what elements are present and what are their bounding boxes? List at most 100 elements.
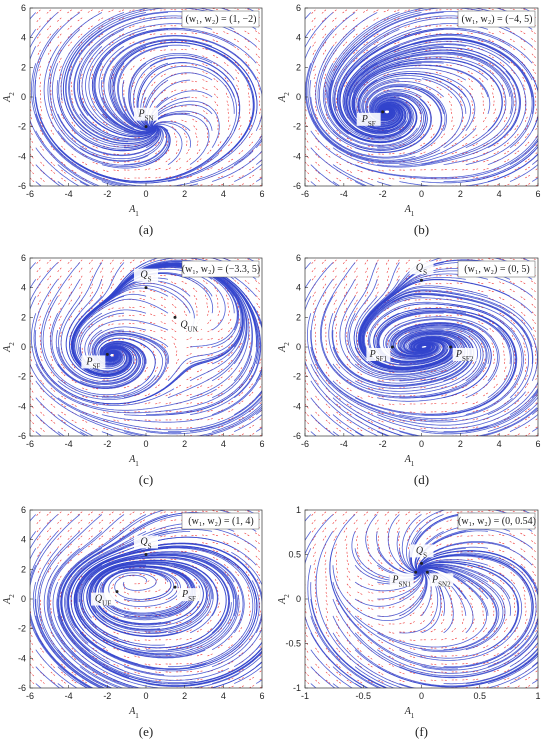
quiver-arrow	[165, 140, 169, 147]
quiver-arrow	[480, 602, 484, 609]
quiver-arrow	[357, 153, 364, 157]
quiver-arrow	[388, 371, 396, 374]
streamline	[148, 547, 254, 668]
quiver-arrow	[107, 9, 114, 13]
quiver-arrow	[493, 142, 500, 147]
quiver-arrow	[138, 305, 145, 309]
quiver-arrow	[472, 168, 480, 171]
quiver-arrow	[37, 559, 41, 565]
x-tick-label: 4	[221, 189, 226, 199]
quiver-arrow	[148, 511, 156, 515]
quiver-arrow	[409, 419, 417, 422]
streamline	[46, 547, 133, 688]
quiver-arrow	[423, 25, 431, 28]
quiver-arrow	[325, 387, 331, 393]
quiver-arrow	[123, 394, 131, 397]
quiver-arrow	[228, 116, 230, 122]
quiver-arrow	[388, 655, 395, 660]
quiver-arrow	[59, 73, 62, 80]
point-label-sub: S	[423, 268, 427, 276]
quiver-arrow	[511, 586, 515, 593]
quiver-arrow	[362, 9, 369, 14]
quiver-arrow	[50, 663, 56, 669]
y-tick-label: 6	[21, 253, 26, 263]
quiver-arrow	[92, 411, 100, 415]
quiver-arrow	[483, 636, 489, 641]
point-label-main: Q	[416, 262, 424, 273]
quiver-arrow	[132, 81, 135, 88]
quiver-arrow	[193, 294, 198, 300]
quiver-arrow	[30, 177, 35, 183]
quiver-arrow	[129, 267, 135, 272]
quiver-arrow	[451, 142, 458, 147]
streamline	[332, 330, 472, 387]
quiver-arrow	[357, 169, 364, 173]
quiver-arrow	[148, 313, 156, 317]
quiver-arrow	[325, 435, 327, 436]
streamline	[369, 303, 511, 366]
point-label: QUF	[95, 594, 111, 608]
quiver-arrow	[450, 108, 453, 114]
streamline	[495, 8, 511, 13]
quiver-arrow	[179, 112, 187, 115]
quiver-arrow	[392, 9, 400, 13]
quiver-arrow	[462, 679, 470, 681]
quiver-arrow	[61, 395, 67, 400]
quiver-arrow	[325, 631, 329, 637]
quiver-arrow	[179, 40, 187, 43]
quiver-arrow	[186, 629, 193, 633]
quiver-arrow	[228, 166, 235, 171]
quiver-arrow	[444, 298, 452, 301]
quiver-arrow	[465, 32, 473, 35]
quiver-arrow	[468, 587, 473, 593]
quiver-arrow	[467, 580, 473, 585]
streamline	[386, 319, 498, 382]
quiver-arrow	[36, 543, 41, 549]
quiver-arrow	[430, 124, 434, 131]
streamline	[377, 566, 500, 651]
quiver-arrow	[357, 615, 363, 621]
quiver-arrow	[424, 511, 431, 515]
quiver-arrow	[30, 153, 34, 159]
quiver-arrow	[482, 108, 486, 114]
quiver-arrow	[483, 627, 488, 633]
quiver-arrow	[127, 559, 135, 562]
y-axis-label-sub: 2	[283, 92, 291, 96]
y-tick-label: 4	[21, 33, 26, 43]
quiver-arrow	[30, 145, 34, 151]
quiver-arrow	[492, 92, 495, 98]
quiver-arrow	[346, 339, 348, 346]
streamline	[377, 431, 390, 436]
quiver-arrow	[430, 378, 438, 381]
quiver-arrow	[451, 618, 455, 625]
quiver-arrow	[40, 623, 43, 630]
panel-label: (a)	[139, 222, 153, 237]
quiver-arrow	[311, 519, 316, 525]
x-axis-label: A1	[404, 204, 415, 218]
quiver-arrow	[357, 655, 363, 661]
quiver-arrow	[511, 334, 515, 341]
y-tick-label: 4	[21, 535, 26, 545]
streamline	[30, 12, 59, 49]
quiver-arrow	[88, 259, 93, 265]
x-axis-label-main: A	[404, 706, 412, 717]
quiver-arrow	[48, 65, 52, 72]
quiver-arrow	[399, 622, 407, 625]
quiver-arrow	[158, 535, 166, 538]
quiver-arrow	[365, 283, 369, 290]
quiver-arrow	[325, 347, 328, 354]
quiver-arrow	[346, 137, 353, 142]
streamline	[78, 551, 245, 634]
quiver-arrow	[336, 631, 340, 637]
quiver-arrow	[92, 153, 99, 157]
quiver-arrow	[315, 169, 321, 175]
quiver-arrow	[455, 48, 463, 51]
streamline	[305, 548, 369, 688]
quiver-arrow	[207, 417, 215, 421]
point-label: PSF2	[455, 349, 474, 363]
quiver-arrow	[129, 519, 135, 524]
quiver-arrow	[472, 627, 478, 633]
quiver-arrow	[430, 602, 433, 608]
quiver-arrow	[525, 157, 531, 163]
quiver-arrow	[354, 299, 358, 305]
